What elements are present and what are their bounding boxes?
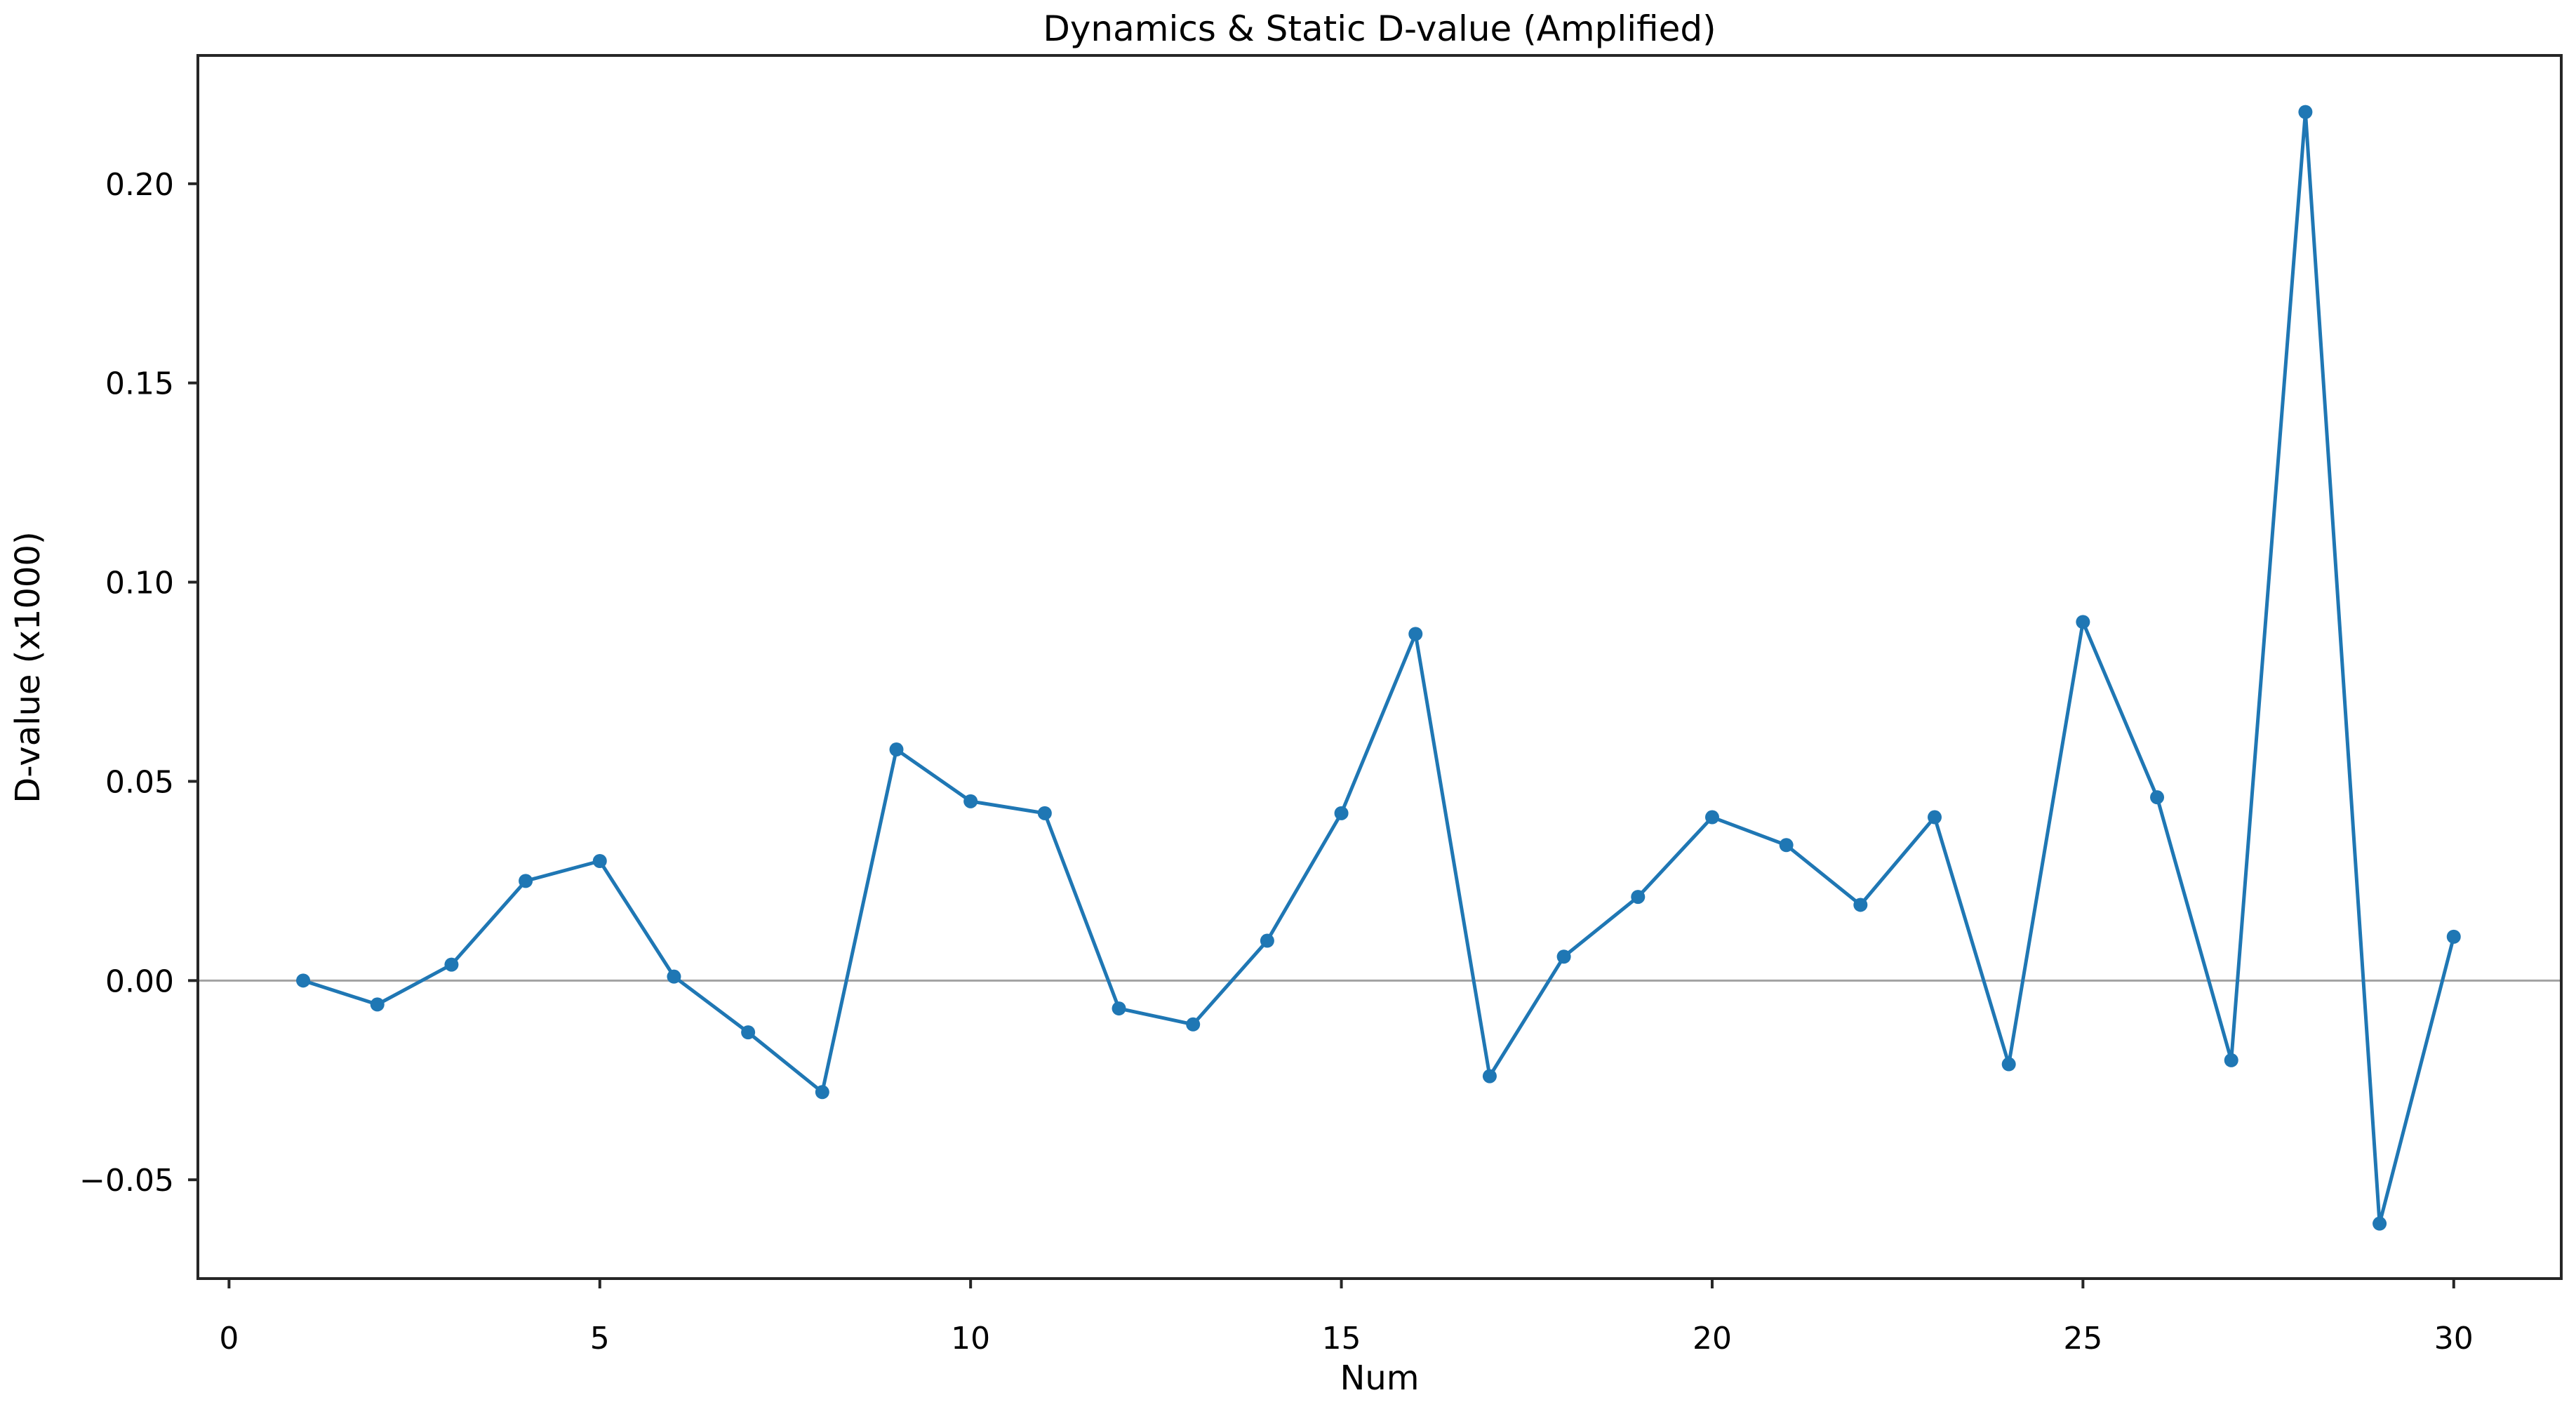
- y-tick-label: 0.00: [105, 963, 174, 999]
- axes-spines: [196, 54, 2563, 1280]
- data-point: [1853, 898, 1868, 912]
- data-point: [1928, 810, 1942, 825]
- chart-title: Dynamics & Static D-value (Amplified): [1043, 8, 1716, 49]
- series-line: [302, 110, 2456, 1226]
- y-axis-label: D-value (x1000): [8, 531, 48, 803]
- data-point: [296, 973, 311, 988]
- x-tick-label: 25: [2063, 1321, 2102, 1356]
- x-axis-label: Num: [1340, 1359, 1419, 1398]
- y-tick-label: −0.05: [79, 1163, 174, 1199]
- data-point: [1704, 810, 1719, 825]
- data-point: [370, 997, 385, 1012]
- data-point: [815, 1085, 829, 1100]
- y-tick-label: 0.15: [105, 366, 174, 402]
- data-point: [1482, 1069, 1497, 1083]
- x-tick-label: 20: [1693, 1321, 1732, 1356]
- data-point: [1334, 806, 1349, 820]
- x-tick-label: 0: [219, 1321, 239, 1356]
- x-tick-label: 10: [951, 1321, 990, 1356]
- data-point: [667, 969, 681, 984]
- x-tick-label: 15: [1322, 1321, 1361, 1356]
- y-tick-label: 0.20: [105, 167, 174, 203]
- data-point: [2298, 105, 2313, 119]
- data-point: [592, 853, 607, 868]
- y-tick-label: 0.05: [105, 764, 174, 800]
- data-point: [1556, 949, 1571, 964]
- data-point: [519, 874, 533, 888]
- data-point: [1408, 627, 1423, 641]
- data-point: [963, 794, 978, 808]
- data-point: [2076, 615, 2090, 629]
- data-point: [2224, 1053, 2238, 1067]
- data-point: [1260, 933, 1274, 948]
- x-tick-label: 30: [2434, 1321, 2474, 1356]
- data-point: [1112, 1001, 1126, 1016]
- data-point: [2001, 1057, 2016, 1072]
- data-point: [1037, 806, 1052, 820]
- data-point: [2446, 929, 2461, 944]
- data-point: [1779, 838, 1794, 853]
- data-point: [889, 742, 904, 757]
- y-tick-label: 0.10: [105, 566, 174, 601]
- data-point: [444, 957, 459, 972]
- data-point: [2373, 1216, 2387, 1231]
- data-point: [1631, 890, 1646, 905]
- data-point: [2150, 790, 2165, 805]
- data-point: [1186, 1017, 1201, 1032]
- data-point: [741, 1025, 756, 1040]
- x-tick-label: 5: [590, 1321, 610, 1356]
